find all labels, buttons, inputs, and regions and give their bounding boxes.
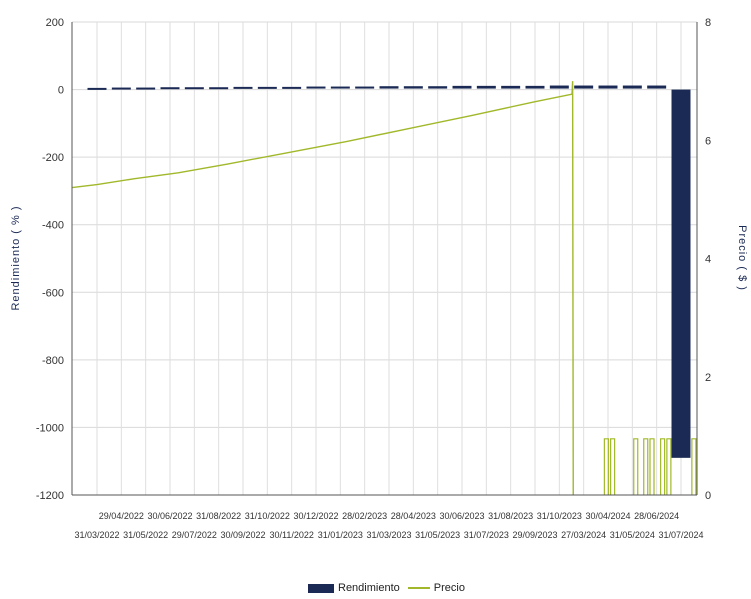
precio-spike [633, 438, 639, 495]
precio-line [71, 81, 697, 496]
rendimiento-bar [647, 85, 667, 89]
x-tick-label-lower: 30/11/2022 [269, 530, 313, 540]
y-left-tick-label: -600 [42, 287, 64, 299]
rendimiento-bar [598, 85, 618, 89]
x-tick-label-upper: 28/04/2023 [391, 511, 436, 521]
y-right-tick-label: 2 [705, 372, 711, 384]
x-tick-label-lower: 29/07/2022 [172, 530, 217, 540]
precio-spike [603, 438, 609, 495]
rendimiento-bar [233, 86, 253, 89]
x-tick-label-lower: 31/05/2023 [415, 530, 460, 540]
y-left-tick-label: 200 [46, 17, 64, 29]
rendimiento-bar [574, 85, 594, 89]
precio-spike [660, 438, 666, 495]
x-tick-label-lower: 31/07/2023 [464, 530, 509, 540]
x-tick-label-lower: 31/05/2024 [610, 530, 655, 540]
y-right-tick-label: 0 [705, 490, 711, 502]
legend: Rendimiento Precio [308, 580, 473, 596]
rendimiento-bar [330, 86, 350, 89]
axes [71, 22, 698, 496]
legend-swatch-precio [407, 587, 430, 589]
rendimiento-bar [184, 87, 204, 90]
legend-swatch-rendimiento [308, 583, 334, 593]
legend-item-precio: Precio [407, 582, 465, 594]
rendimiento-bar [257, 86, 277, 89]
precio-spike [649, 438, 655, 495]
rendimiento-bar [282, 86, 302, 89]
x-tick-label-upper: 31/10/2023 [537, 511, 582, 521]
rendimiento-bar [111, 87, 131, 90]
legend-label-rendimiento: Rendimiento [338, 582, 400, 594]
rendimiento-bar [403, 86, 423, 89]
x-tick-label-upper: 30/12/2022 [293, 511, 338, 521]
x-tick-label-lower: 27/03/2024 [561, 530, 606, 540]
rendimiento-bar [452, 85, 472, 89]
precio-spike [666, 438, 672, 495]
y-left-tick-label: -1200 [36, 490, 64, 502]
x-tick-label-upper: 29/04/2022 [99, 511, 144, 521]
x-tick-label-lower: 30/09/2022 [220, 530, 265, 540]
legend-item-rendimiento: Rendimiento [308, 582, 400, 594]
y-left-tick-label: -400 [42, 220, 64, 232]
x-tick-label-upper: 30/06/2023 [439, 511, 484, 521]
x-tick-label-upper: 31/08/2023 [488, 511, 533, 521]
rendimiento-bar [501, 85, 521, 89]
x-tick-label-upper: 30/04/2024 [585, 511, 630, 521]
precio-series-line [71, 81, 574, 496]
rendimiento-bar [209, 87, 229, 90]
x-tick-label-lower: 31/03/2023 [366, 530, 411, 540]
rendimiento-bar [379, 86, 399, 89]
rendimiento-bar [671, 89, 691, 458]
rendimiento-bar [549, 85, 569, 89]
precio-spike [643, 438, 649, 495]
rendimiento-bar [525, 85, 545, 89]
x-tick-label-upper: 31/10/2022 [245, 511, 290, 521]
y-left-tick-label: 0 [58, 85, 64, 97]
x-tick-label-lower: 31/05/2022 [123, 530, 168, 540]
y-right-tick-label: 8 [705, 17, 711, 29]
x-tick-label-upper: 28/02/2023 [342, 511, 387, 521]
rendimiento-bar [306, 86, 326, 89]
x-tick-label-lower: 31/03/2022 [74, 530, 119, 540]
rendimiento-bar [355, 86, 375, 89]
precio-spike [610, 438, 616, 495]
y-left-tick-label: -1000 [36, 422, 64, 434]
rendimiento-bar [136, 87, 156, 90]
x-tick-label-lower: 31/01/2023 [318, 530, 363, 540]
precio-spike [691, 438, 697, 495]
y-right-tick-label: 6 [705, 135, 711, 147]
x-tick-label-lower: 31/07/2024 [658, 530, 703, 540]
x-tick-label-lower: 29/09/2023 [512, 530, 557, 540]
rendimiento-bar [87, 87, 107, 90]
y-left-tick-label: -200 [42, 152, 64, 164]
legend-label-precio: Precio [433, 582, 465, 594]
y-left-tick-label: -800 [42, 355, 64, 367]
rendimiento-bar [160, 87, 180, 90]
rendimiento-bar [428, 86, 448, 89]
y-axis-left-title: Rendimiento ( % ) [10, 205, 22, 310]
rendimiento-bar [476, 85, 496, 89]
x-tick-label-upper: 31/08/2022 [196, 511, 241, 521]
x-tick-label-upper: 28/06/2024 [634, 511, 679, 521]
rendimiento-bar [622, 85, 642, 89]
grid-lines [72, 21, 697, 496]
rendimiento-bars [87, 85, 691, 458]
axis-labels: 200 0 -200 -400 -600 -800 -1000 -1200 8 6 4 2 0 29/04… [36, 17, 711, 540]
y-right-tick-label: 4 [705, 254, 711, 266]
x-tick-label-upper: 30/06/2022 [147, 511, 192, 521]
y-axis-right-title: Precio ( $ ) [736, 225, 748, 291]
